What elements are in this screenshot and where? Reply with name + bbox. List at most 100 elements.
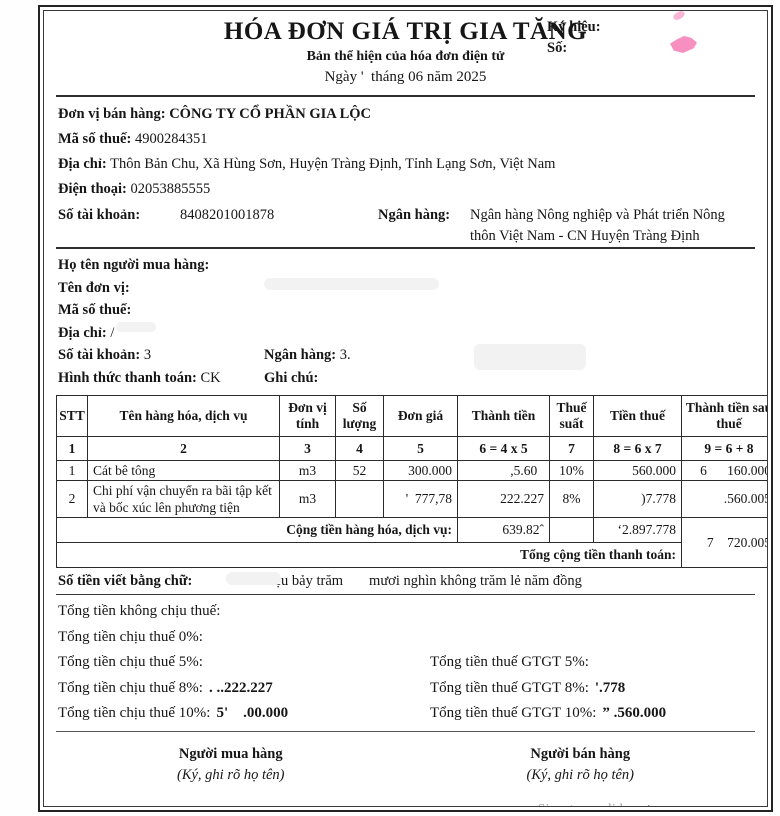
table-row: 2 Chi phí vận chuyển ra bãi tập kết và b… [56, 480, 767, 518]
col-tax: Tiền thuế [593, 395, 682, 437]
col-unit: Đơn vị tính [279, 395, 336, 437]
seller-phone-label: Điện thoại: [58, 181, 127, 197]
column-index-row: 1 2 3 4 5 6 = 4 x 5 7 8 = 6 x 7 9 = 6 + … [56, 436, 767, 461]
buyer-bank-value: 3. [339, 347, 351, 363]
seller-signature-title: Người bán hàng [530, 745, 631, 762]
invoice-subtitle: Bản thể hiện của hóa đơn điện tử [306, 49, 505, 64]
cell-qty [335, 480, 384, 518]
buyer-company-label: Tên đơn vị: [58, 279, 130, 296]
cell-total: 6 160.000 [681, 460, 767, 481]
grand-total-row: Tổng cộng tiền thanh toán: [56, 542, 768, 568]
table-row: 1 Cát bê tông m3 52 300.000 ,5.60 10% 56… [56, 460, 767, 481]
cell-tax: )7.778 [593, 480, 682, 518]
invoice-table: STT Tên hàng hóa, dịch vụ Đơn vị tính Số… [56, 395, 768, 568]
amount-in-words-row: Số tiền viết bằng chữ: hai triệu bảy trăm… [56, 568, 755, 594]
seller-tax-value: 4900284351 [134, 131, 208, 147]
redaction-smudge [264, 278, 439, 290]
cell-tax-rate: 10% [549, 460, 594, 481]
tax-line: Tổng tiền thuế GTGT 10%: ” .560.000 [430, 701, 753, 727]
cell-name: Chi phí vận chuyển ra bãi tập kết và bốc… [87, 480, 280, 518]
buyer-tax-label: Mã số thuế: [58, 302, 132, 318]
seller-name-value: CÔNG TY CỔ PHẦN GIA LỘC [169, 106, 371, 122]
index-cell: 3 [279, 436, 336, 461]
cell-price: ' 777,78 [383, 480, 458, 518]
grand-total-value: 7 720.005 [681, 517, 767, 568]
index-cell: 9 = 6 + 8 [681, 436, 767, 461]
cell-unit: m3 [279, 460, 336, 481]
seller-tax-label: Mã số thuế: [58, 131, 132, 147]
buyer-signature-note: (Ký, ghi rõ họ tên) [176, 766, 285, 783]
cell-qty: 52 [335, 460, 384, 481]
tax-line-value: '.778 [594, 679, 626, 696]
buyer-account-value: 3 [143, 347, 152, 363]
redaction-mark [670, 36, 697, 53]
subtotal-row: Cộng tiền hàng hóa, dịch vụ: 639.82ˆ ‘2.… [56, 517, 767, 568]
buyer-signature-title: Người mua hàng [178, 745, 283, 762]
buyer-tax-row: Mã số thuế: [58, 299, 753, 322]
tax-line: Tổng tiền chịu thuế 0%: [58, 625, 430, 651]
table-header: STT Tên hàng hóa, dịch vụ Đơn vị tính Số… [56, 395, 767, 461]
index-cell: 2 [87, 436, 280, 461]
tax-line-label: Tổng tiền không chịu thuế: [58, 603, 221, 619]
serial-symbol-label: Ký hiệu: [547, 19, 601, 35]
cell-amount: ,5.60 [457, 460, 550, 481]
serial-block: Ký hiệu: Số: [547, 17, 747, 59]
col-unit-price: Đơn giá [383, 395, 458, 437]
redaction-smudge [226, 572, 281, 585]
invoice-date: Ngày ' tháng 06 năm 2025 [324, 69, 487, 85]
tax-summary-right: Tổng tiền thuế GTGT 5%: Tổng tiền thuế G… [430, 599, 753, 727]
digital-signature-stamp: Signature valid Ký bởi CÔNG TY CỔ PHẦN G… [461, 800, 700, 806]
seller-name-label: Đơn vị bán hàng: [58, 106, 166, 122]
tax-summary-left: Tổng tiền không chịu thuế: Tổng tiền chị… [58, 599, 430, 727]
redaction-smudge [116, 322, 156, 332]
col-total-after-tax: Thành tiền sau thuế [681, 395, 767, 437]
tax-line: Tổng tiền chịu thuế 10%: 5' .00.000 [58, 701, 430, 727]
tax-line-label: Tổng tiền thuế GTGT 10%: [430, 705, 597, 721]
buyer-payment-row: Hình thức thanh toán: CK Ghi chú: [58, 367, 753, 390]
tax-summary: Tổng tiền không chịu thuế: Tổng tiền chị… [56, 595, 755, 731]
buyer-company-row: Tên đơn vị: [58, 277, 753, 300]
tax-line-value: . ..222.227 [208, 679, 273, 696]
cell-price: 300.000 [383, 460, 458, 481]
seller-address-label: Địa chỉ: [58, 156, 107, 172]
cell-tax-rate: 8% [549, 480, 594, 518]
seller-section: Đơn vị bán hàng: CÔNG TY CỔ PHẦN GIA LỘC… [56, 97, 755, 247]
buyer-account-row: Số tài khoản: 3 Ngân hàng: 3. [58, 344, 753, 367]
tax-line-label: Tổng tiền chịu thuế 0%: [58, 628, 203, 645]
tax-line-label: Tổng tiền chịu thuế 5%: [58, 654, 203, 670]
tax-line-value: 5' .00.000 [216, 705, 289, 721]
note-label: Ghi chú: [264, 369, 319, 386]
tax-line-label: Tổng tiền thuế GTGT 5%: [430, 654, 589, 670]
divider [56, 594, 755, 595]
serial-number-label: Số: [547, 40, 568, 56]
buyer-section: Họ tên người mua hàng: Tên đơn vị: Mã số… [56, 249, 755, 394]
col-amount: Thành tiền [457, 395, 550, 437]
seller-account-row: Số tài khoản: 8408201001878 Ngân hàng: N… [58, 202, 753, 247]
invoice-title: HÓA ĐƠN GIÁ TRỊ GIA TĂNG [223, 18, 588, 45]
cell-unit: m3 [279, 480, 336, 518]
seller-tax-row: Mã số thuế: 4900284351 [58, 127, 753, 152]
cell-tax: 560.000 [593, 460, 682, 481]
index-cell: 1 [56, 436, 88, 461]
buyer-address-label: Địa chỉ: [58, 324, 107, 341]
invoice-inner-border: HÓA ĐƠN GIÁ TRỊ GIA TĂNG Bản thể hiện củ… [43, 10, 768, 807]
tax-line-label: Tổng tiền chịu thuế 8%: [58, 679, 203, 696]
seller-address-value: Thôn Bản Chu, Xã Hùng Sơn, Huyện Tràng Đ… [110, 156, 556, 172]
payment-method-value: CK [200, 369, 221, 386]
seller-phone-value: 02053885555 [130, 181, 211, 197]
cell-total: .560.005 [681, 480, 767, 518]
seller-phone-row: Điện thoại: 02053885555 [58, 177, 753, 202]
subtotal-label: Cộng tiền hàng hóa, dịch vụ: [56, 517, 458, 543]
index-cell: 7 [549, 436, 594, 461]
index-cell: 6 = 4 x 5 [457, 436, 550, 461]
index-cell: 8 = 6 x 7 [593, 436, 682, 461]
col-item-name: Tên hàng hóa, dịch vụ [87, 395, 280, 437]
amount-in-words-label: Số tiền viết bằng chữ: [58, 573, 193, 589]
buyer-name-row: Họ tên người mua hàng: [58, 254, 753, 277]
tax-line: Tổng tiền chịu thuế 8%: . ..222.227 [58, 676, 430, 702]
tax-line: Tổng tiền chịu thuế 5%: [58, 650, 430, 676]
grand-total-label: Tổng cộng tiền thanh toán: [56, 542, 682, 568]
tax-line: Tổng tiền thuế GTGT 5%: [430, 650, 753, 676]
tax-line: Tổng tiền thuế GTGT 8%: '.778 [430, 676, 753, 702]
